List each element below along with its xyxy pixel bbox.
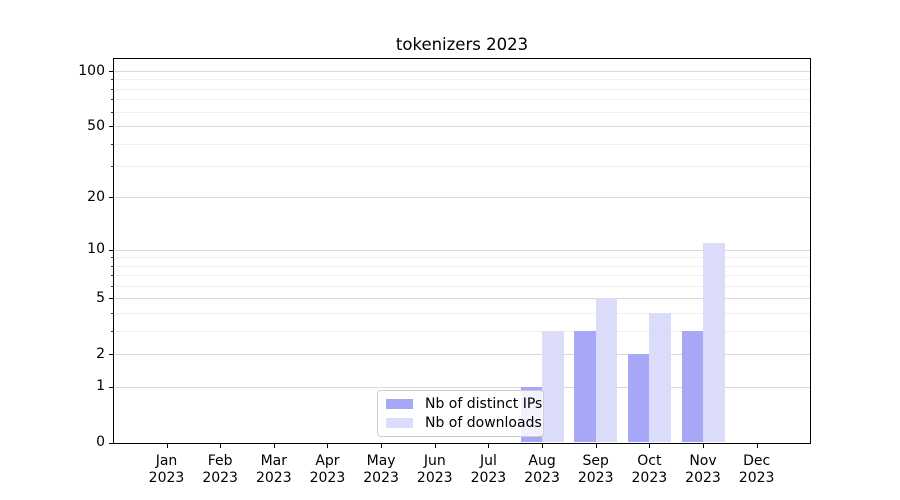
y-tick-mark xyxy=(109,126,113,128)
x-tick-label-year: 2023 xyxy=(309,470,346,486)
y-tick-mark-minor xyxy=(110,143,113,145)
x-tick-label-year: 2023 xyxy=(363,470,399,486)
legend-item: Nb of distinct IPs xyxy=(386,396,542,412)
y-tick-mark-minor xyxy=(110,265,113,267)
y-tick-label: 10 xyxy=(87,241,105,258)
y-tick-mark xyxy=(109,354,113,356)
legend-item: Nb of downloads xyxy=(386,415,542,431)
x-tick-mark xyxy=(381,443,383,448)
x-tick-mark xyxy=(649,443,651,448)
y-gridline-minor xyxy=(114,99,810,101)
y-tick-mark-minor xyxy=(110,312,113,314)
x-tick-label-month: May xyxy=(366,453,396,469)
y-tick-mark xyxy=(109,442,113,444)
y-gridline-minor xyxy=(114,111,810,113)
legend-swatch-distinct-ips xyxy=(386,398,413,410)
y-tick-mark-minor xyxy=(110,88,113,90)
y-tick-label: 5 xyxy=(96,289,105,306)
y-tick-label: 20 xyxy=(87,188,105,205)
x-tick-label-month: Sep xyxy=(582,453,609,469)
y-tick-mark xyxy=(109,197,113,199)
x-tick-label-month: Jun xyxy=(423,453,446,469)
y-tick-mark xyxy=(109,71,113,73)
x-tick-mark xyxy=(434,443,436,448)
x-tick-label-year: 2023 xyxy=(524,470,560,486)
y-tick-label: 50 xyxy=(87,117,105,134)
y-gridline-minor xyxy=(114,257,810,259)
y-gridline-major xyxy=(114,249,810,251)
y-tick-label: 100 xyxy=(78,62,105,79)
y-gridline-major xyxy=(114,71,810,73)
y-gridline-minor xyxy=(114,275,810,277)
y-gridline-minor xyxy=(114,330,810,332)
y-gridline-major xyxy=(114,386,810,388)
y-tick-mark-minor xyxy=(110,99,113,101)
bar-distinct-ips-nov xyxy=(681,330,703,443)
legend-label: Nb of distinct IPs xyxy=(425,396,543,412)
y-gridline-minor xyxy=(114,312,810,314)
x-tick-label-month: Dec xyxy=(743,453,771,469)
legend-label: Nb of downloads xyxy=(425,415,542,431)
y-tick-label: 0 xyxy=(96,434,105,450)
bar-distinct-ips-oct xyxy=(627,354,650,443)
y-tick-mark-minor xyxy=(110,285,113,287)
x-tick-label-month: Mar xyxy=(260,453,287,469)
bar-downloads-oct xyxy=(649,312,671,443)
y-gridline-major xyxy=(114,126,810,128)
x-tick-label-year: 2023 xyxy=(738,470,775,486)
x-tick-mark xyxy=(595,443,597,448)
y-tick-mark-minor xyxy=(110,79,113,81)
y-gridline-minor xyxy=(114,285,810,287)
y-gridline-minor xyxy=(114,79,810,81)
x-tick-mark xyxy=(703,443,704,448)
y-tick-mark-minor xyxy=(110,257,113,259)
bar-downloads-aug xyxy=(542,330,564,443)
x-tick-label-year: 2023 xyxy=(631,470,668,486)
x-tick-mark xyxy=(273,443,275,448)
y-tick-mark-minor xyxy=(110,111,113,113)
x-tick-label-year: 2023 xyxy=(416,470,453,486)
y-gridline-minor xyxy=(114,88,810,90)
x-tick-label-month: Apr xyxy=(315,453,340,469)
x-tick-label-year: 2023 xyxy=(255,470,292,486)
chart-title: tokenizers 2023 xyxy=(395,35,529,54)
y-gridline-major xyxy=(114,354,810,356)
y-gridline-minor xyxy=(114,265,810,267)
bar-distinct-ips-sep xyxy=(574,330,596,443)
legend: Nb of distinct IPs Nb of downloads xyxy=(377,390,544,437)
y-tick-label: 1 xyxy=(96,378,105,395)
x-tick-label-year: 2023 xyxy=(577,470,614,486)
x-tick-mark xyxy=(756,443,758,448)
x-tick-label-month: Nov xyxy=(689,453,717,469)
x-tick-label-month: Jul xyxy=(479,453,497,469)
x-tick-label-month: Jan xyxy=(155,453,178,469)
x-tick-mark xyxy=(542,443,544,448)
y-gridline-major xyxy=(114,197,810,199)
bar-downloads-nov xyxy=(703,242,725,443)
x-tick-label-year: 2023 xyxy=(148,470,185,486)
y-tick-mark xyxy=(109,249,113,251)
y-tick-label: 2 xyxy=(96,345,105,362)
y-tick-mark-minor xyxy=(110,275,113,277)
y-gridline-minor xyxy=(114,143,810,145)
y-tick-mark-minor xyxy=(110,166,113,168)
x-tick-mark xyxy=(327,443,329,448)
x-tick-mark xyxy=(220,443,222,448)
y-tick-mark-minor xyxy=(110,330,113,332)
bar-downloads-sep xyxy=(595,298,618,443)
legend-swatch-downloads xyxy=(386,417,413,429)
y-tick-mark xyxy=(109,386,113,388)
x-tick-label-month: Oct xyxy=(637,453,662,469)
x-tick-label-month: Aug xyxy=(528,453,556,469)
x-tick-label-year: 2023 xyxy=(685,470,721,486)
y-tick-mark xyxy=(109,298,113,300)
x-tick-mark xyxy=(166,443,168,448)
y-gridline-major xyxy=(114,298,810,300)
x-tick-label-year: 2023 xyxy=(202,470,238,486)
x-tick-mark xyxy=(488,443,490,448)
y-gridline-minor xyxy=(114,166,810,168)
x-tick-label-year: 2023 xyxy=(470,470,507,486)
x-tick-label-month: Feb xyxy=(207,453,233,469)
